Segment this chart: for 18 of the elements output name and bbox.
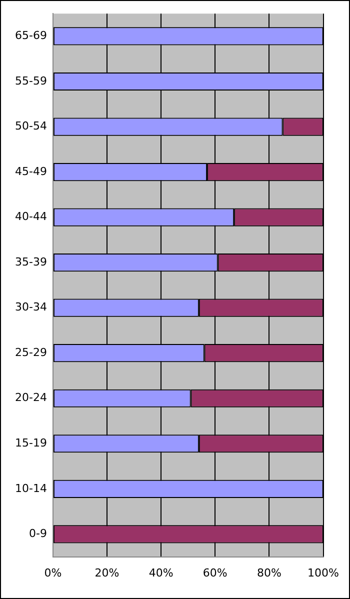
y-tick-label: 45-49 (14, 164, 47, 178)
x-tick-label: 20% (94, 566, 120, 580)
y-tick-label: 10-14 (14, 482, 47, 495)
x-tick-label: 60% (202, 566, 228, 580)
y-tick-label: 0-9 (28, 527, 47, 540)
y-tick-label: 30-34 (14, 300, 47, 314)
x-tick-label: 80% (256, 566, 282, 580)
y-tick-label: 15-19 (14, 436, 47, 450)
y-tick-label: 35-39 (14, 255, 47, 268)
y-tick-label: 65-69 (14, 29, 47, 42)
x-tick-label: 0% (44, 566, 62, 580)
y-tick-label: 40-44 (14, 210, 47, 224)
y-tick-label: 25-29 (14, 346, 47, 359)
x-tick-label: 40% (148, 566, 174, 580)
y-tick-label: 55-59 (14, 74, 47, 88)
y-tick-label: 20-24 (14, 391, 47, 404)
y-tick-label: 50-54 (14, 120, 47, 133)
x-tick-label: 100% (308, 566, 340, 580)
